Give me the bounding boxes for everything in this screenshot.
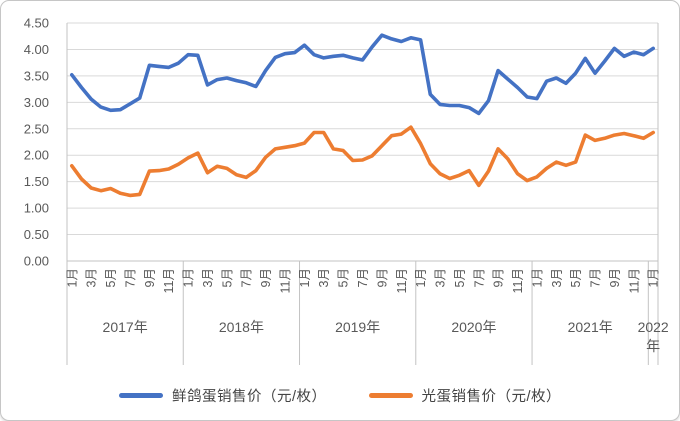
- year-label: 2017年: [103, 319, 148, 335]
- y-tick-label: 4.50: [24, 16, 49, 31]
- y-tick-label: 2.00: [24, 148, 49, 163]
- series-line-plain-egg: [70, 125, 656, 198]
- month-tick-label: 11月: [395, 268, 409, 293]
- month-tick-label: 3月: [85, 268, 99, 287]
- year-label: 2019年: [335, 319, 380, 335]
- x-year-labels: 2017年 2018年 2019年 2020年 2021年 2022 年: [103, 319, 669, 354]
- y-tick-label: 3.50: [24, 68, 49, 83]
- month-tick-label: 7月: [123, 268, 137, 287]
- month-tick-label: 7月: [472, 268, 486, 287]
- y-tick-label: 0.00: [24, 254, 49, 269]
- y-tick-label: 1.00: [24, 201, 49, 216]
- y-tick-label: 1.50: [24, 174, 49, 189]
- y-tick-labels: 0.00 0.50 1.00 1.50 2.00 2.50 3.00 3.50 4.00 4.50: [24, 16, 49, 269]
- legend-line-swatch-orange: [368, 392, 413, 398]
- month-tick-label: 11月: [278, 268, 292, 293]
- month-tick-label: 11月: [627, 268, 641, 293]
- month-tick-label: 1月: [298, 268, 312, 287]
- month-tick-label: 9月: [375, 268, 389, 287]
- y-gridlines: [67, 22, 658, 262]
- month-tick-label: 3月: [434, 268, 448, 287]
- legend-label-plain-egg: 光蛋销售价（元/枚）: [421, 388, 562, 405]
- month-tick-label: 9月: [492, 268, 506, 287]
- month-tick-label: 1月: [65, 268, 79, 287]
- legend-label-fresh-pigeon-egg: 鲜鸽蛋销售价（元/枚）: [171, 388, 327, 405]
- y-tick-label: 4.00: [24, 42, 49, 57]
- month-tick-label: 1月: [414, 268, 428, 287]
- year-label: 2022 年: [638, 319, 669, 354]
- x-year-separators: [66, 23, 659, 365]
- series-line-fresh-pigeon-egg: [70, 33, 656, 116]
- y-tick-label: 3.00: [24, 95, 49, 110]
- month-tick-label: 7月: [240, 268, 254, 287]
- year-label: 2018年: [219, 319, 264, 335]
- month-tick-label: 5月: [104, 268, 118, 287]
- month-tick-label: 11月: [162, 268, 176, 293]
- year-label: 2021年: [568, 319, 613, 335]
- line-chart-plot: 0.00 0.50 1.00 1.50 2.00 2.50 3.00 3.50 4.00 4.50…: [24, 16, 669, 365]
- month-tick-label: 3月: [317, 268, 331, 287]
- month-tick-label: 1月: [182, 268, 196, 287]
- year-label: 2020年: [451, 319, 496, 335]
- month-tick-label: 7月: [589, 268, 603, 287]
- month-tick-label: 9月: [259, 268, 273, 287]
- month-tick-label: 5月: [569, 268, 583, 287]
- month-tick-label: 3月: [201, 268, 215, 287]
- month-tick-label: 5月: [453, 268, 467, 287]
- month-tick-label: 9月: [143, 268, 157, 287]
- month-tick-label: 7月: [356, 268, 370, 287]
- month-tick-label: 5月: [220, 268, 234, 287]
- month-tick-label: 3月: [550, 268, 564, 287]
- y-tick-label: 0.50: [24, 227, 49, 242]
- legend-line-swatch-blue: [118, 392, 163, 398]
- month-tick-label: 1月: [530, 268, 544, 287]
- y-tick-label: 2.50: [24, 121, 49, 136]
- legend: 鲜鸽蛋销售价（元/枚） 光蛋销售价（元/枚）: [1, 375, 679, 415]
- month-tick-label: 11月: [511, 268, 525, 293]
- legend-item-plain-egg: 光蛋销售价（元/枚）: [368, 385, 562, 406]
- legend-item-fresh-pigeon-egg: 鲜鸽蛋销售价（元/枚）: [118, 385, 327, 406]
- month-tick-label: 1月: [647, 268, 661, 287]
- x-month-tick-labels: 1月 3月 5月 7月 9月 11月 1月 3月 5月 7月 9月 11月 1月 3月 5月 7月 9月 11月 1…: [65, 268, 660, 293]
- month-tick-label: 9月: [608, 268, 622, 287]
- month-tick-label: 5月: [337, 268, 351, 287]
